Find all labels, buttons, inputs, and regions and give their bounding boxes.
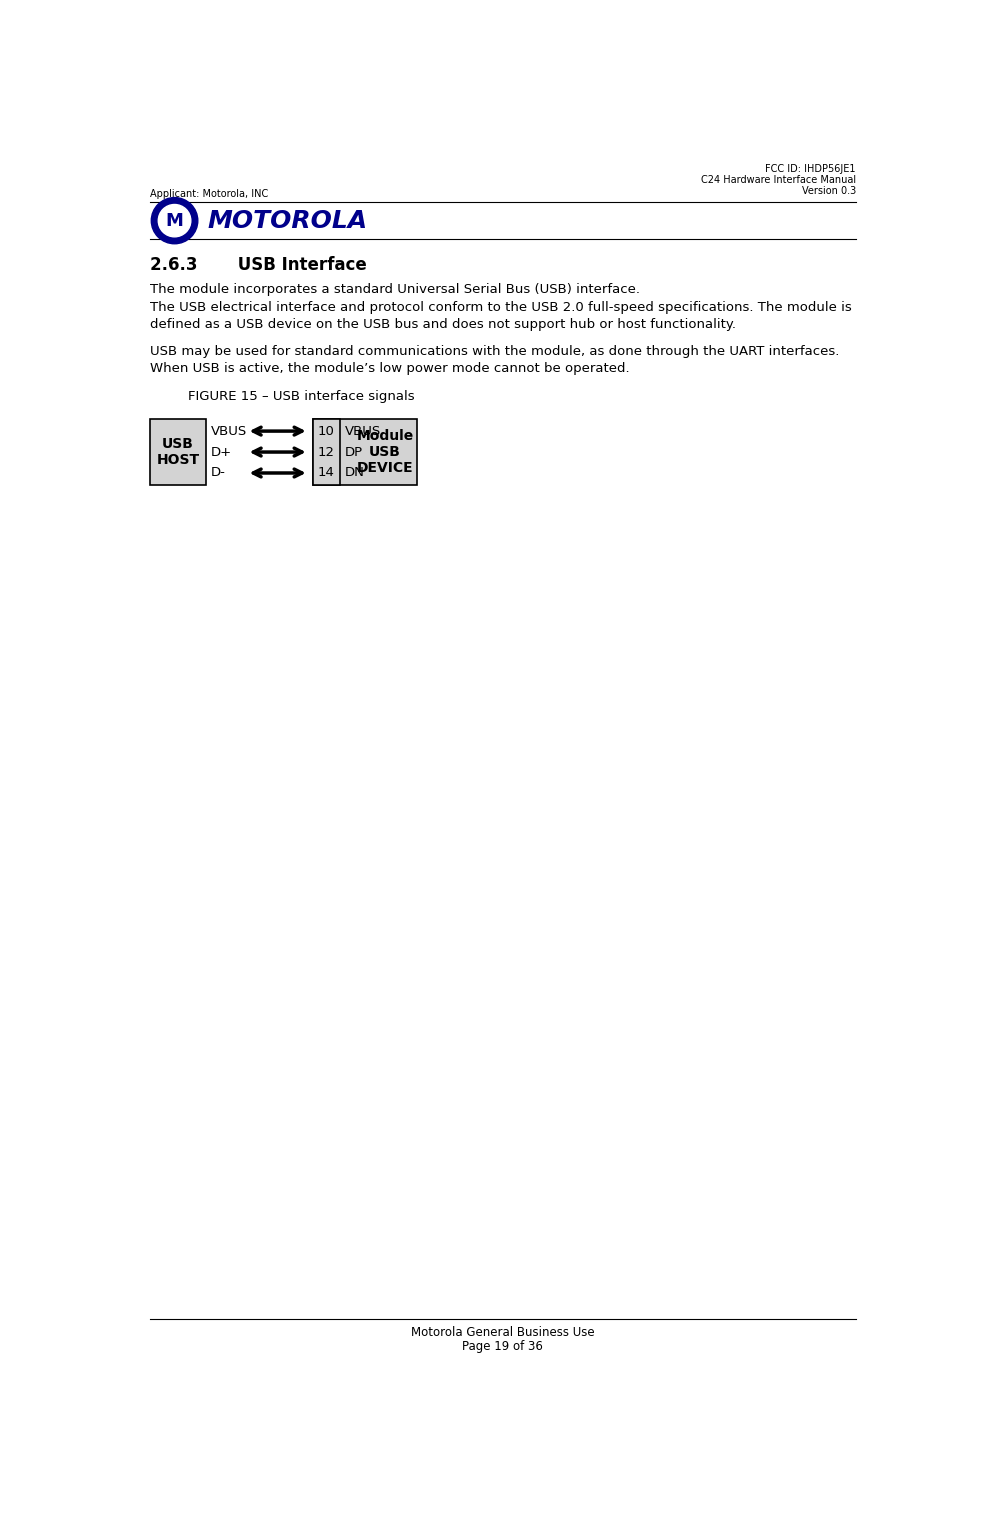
Text: DP: DP	[345, 446, 363, 458]
Text: VBUS: VBUS	[345, 425, 382, 437]
Text: Module
USB
DEVICE: Module USB DEVICE	[356, 430, 414, 475]
Text: Applicant: Motorola, INC: Applicant: Motorola, INC	[150, 190, 268, 199]
Text: The module incorporates a standard Universal Serial Bus (USB) interface.: The module incorporates a standard Unive…	[150, 282, 640, 296]
Text: Motorola General Business Use: Motorola General Business Use	[411, 1327, 594, 1339]
Text: defined as a USB device on the USB bus and does not support hub or host function: defined as a USB device on the USB bus a…	[150, 319, 736, 331]
Text: FIGURE 15 – USB interface signals: FIGURE 15 – USB interface signals	[188, 390, 415, 404]
Text: The USB electrical interface and protocol conform to the USB 2.0 full-speed spec: The USB electrical interface and protoco…	[150, 301, 852, 314]
Text: VBUS: VBUS	[211, 425, 247, 437]
Circle shape	[158, 205, 191, 237]
Text: 12: 12	[318, 446, 335, 458]
Text: 14: 14	[318, 466, 335, 480]
Text: When USB is active, the module’s low power mode cannot be operated.: When USB is active, the module’s low pow…	[150, 363, 630, 375]
Text: C24 Hardware Interface Manual: C24 Hardware Interface Manual	[700, 175, 855, 185]
Text: DN: DN	[345, 466, 365, 480]
FancyBboxPatch shape	[313, 419, 417, 484]
FancyBboxPatch shape	[313, 419, 339, 484]
Text: USB may be used for standard communications with the module, as done through the: USB may be used for standard communicati…	[150, 345, 839, 358]
Text: Version 0.3: Version 0.3	[801, 187, 855, 196]
Text: D-: D-	[211, 466, 226, 480]
Text: D+: D+	[211, 446, 232, 458]
FancyBboxPatch shape	[150, 419, 206, 484]
Text: USB
HOST: USB HOST	[157, 437, 199, 468]
Text: 10: 10	[318, 425, 335, 437]
Text: Page 19 of 36: Page 19 of 36	[462, 1340, 543, 1353]
Text: M: M	[166, 211, 183, 229]
Text: MOTOROLA: MOTOROLA	[207, 208, 367, 232]
Circle shape	[151, 197, 198, 244]
Text: FCC ID: IHDP56JE1: FCC ID: IHDP56JE1	[765, 164, 855, 175]
Text: 2.6.3       USB Interface: 2.6.3 USB Interface	[150, 257, 367, 275]
